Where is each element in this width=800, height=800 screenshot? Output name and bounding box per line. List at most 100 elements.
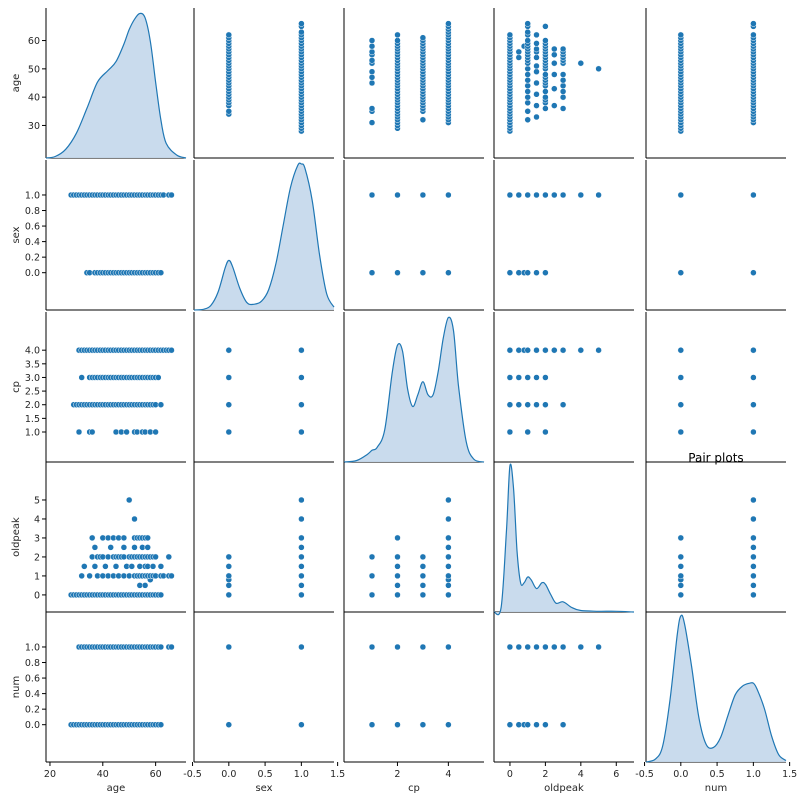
data-point (533, 346, 540, 354)
data-point (168, 643, 175, 651)
data-point (225, 31, 233, 39)
data-point (506, 269, 514, 276)
data-point (551, 102, 558, 109)
x-tick-label: 4 (578, 769, 584, 780)
data-point (225, 401, 233, 408)
x-tick-label: 0 (507, 769, 513, 780)
data-point (168, 346, 175, 354)
data-point (559, 191, 567, 199)
data-point (168, 572, 175, 580)
data-point (750, 191, 757, 199)
data-point (542, 643, 549, 651)
data-point (506, 401, 514, 408)
data-point (677, 346, 685, 354)
panel-oldpeak-vs-age (45, 462, 186, 613)
y-tick-label: 2.5 (25, 387, 40, 398)
data-point (225, 721, 233, 728)
x-tick-label: 1.0 (294, 769, 309, 780)
x-tick-label: 0.0 (221, 769, 236, 780)
data-point (551, 45, 558, 53)
data-point (144, 544, 151, 551)
data-point (152, 428, 159, 436)
data-point (524, 82, 531, 90)
panel-num-vs-num (645, 612, 787, 763)
data-point (394, 534, 401, 542)
data-point (394, 721, 401, 728)
data-point (298, 496, 305, 504)
data-point (298, 534, 305, 542)
data-point (506, 721, 514, 728)
panel-num-vs-cp (343, 612, 484, 763)
data-point (298, 401, 305, 408)
data-point (419, 563, 427, 570)
data-point (750, 534, 757, 542)
data-point (165, 553, 173, 561)
data-point (394, 572, 401, 580)
y-tick-label: 2.0 (25, 400, 40, 411)
data-point (394, 31, 401, 39)
data-point (524, 76, 531, 84)
data-point (298, 643, 305, 651)
data-point (750, 563, 757, 570)
data-point (542, 374, 549, 381)
x-tick-label: 0.5 (258, 769, 273, 780)
data-point (368, 79, 376, 87)
data-point (91, 563, 99, 570)
panel-age-vs-sex (193, 8, 334, 159)
data-point (533, 31, 540, 39)
panel-cp-vs-oldpeak (493, 312, 634, 463)
x-tick-label: 0.5 (710, 769, 725, 780)
data-point (515, 374, 523, 381)
data-point (542, 71, 549, 78)
panel-cp-vs-cp (343, 312, 485, 463)
data-point (750, 20, 757, 27)
y-tick-label: 0.2 (25, 705, 40, 716)
data-point (368, 191, 376, 199)
data-point (75, 428, 83, 436)
data-point (225, 572, 233, 580)
data-point (225, 591, 233, 599)
y-tick-label: 3.0 (25, 373, 40, 384)
data-point (225, 346, 233, 354)
data-point (533, 79, 540, 87)
y-tick-label: 40 (28, 93, 40, 104)
data-point (677, 269, 685, 276)
panel-sex-vs-cp (343, 160, 484, 311)
data-point (107, 544, 114, 551)
data-point (419, 582, 427, 589)
y-axis-label-sex: sex (11, 226, 22, 243)
y-tick-label: 3.5 (25, 359, 40, 370)
data-point (677, 374, 685, 381)
data-point (533, 91, 540, 98)
data-point (157, 643, 165, 651)
data-point (298, 553, 305, 561)
data-point (445, 515, 452, 523)
data-point (524, 428, 531, 436)
data-point (750, 582, 757, 589)
kde-line-cp (343, 316, 485, 463)
data-point (542, 721, 549, 728)
data-point (445, 269, 452, 276)
data-point (368, 57, 376, 64)
data-point (298, 721, 305, 728)
y-tick-label: 4.0 (25, 346, 40, 357)
x-tick-label: -0.5 (183, 769, 202, 780)
data-point (542, 23, 549, 30)
data-point (515, 191, 523, 199)
data-point (524, 28, 531, 36)
data-point (542, 93, 549, 101)
data-point (298, 563, 305, 570)
data-point (419, 572, 427, 580)
data-point (419, 591, 427, 599)
data-point (78, 572, 85, 580)
x-tick-label: 40 (97, 769, 109, 780)
data-point (577, 346, 585, 354)
data-point (225, 563, 233, 570)
data-point (524, 401, 531, 408)
y-tick-label: 0.8 (25, 658, 40, 669)
data-point (524, 99, 531, 107)
data-point (524, 65, 531, 73)
data-point (445, 20, 452, 27)
data-point (750, 374, 757, 381)
data-point (750, 31, 757, 39)
